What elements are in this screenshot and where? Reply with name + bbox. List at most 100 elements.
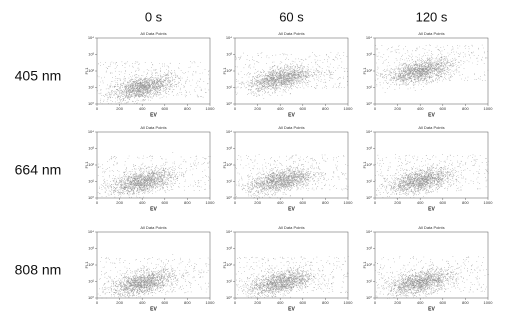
y-tick-label: 10¹ [226, 85, 232, 90]
plot-frame [234, 231, 349, 299]
y-tick-label: 10⁴ [366, 35, 372, 40]
y-tick-label: 10⁴ [226, 129, 232, 134]
x-tick-label: 1000 [206, 200, 216, 205]
x-tick-label: 1000 [344, 106, 354, 111]
x-tick-label: 200 [394, 200, 401, 205]
scatter-panel: All Data Points EV FL1 0 200 400 600 800 1000 10⁰… [362, 225, 493, 312]
y-tick-label: 10⁴ [366, 229, 372, 234]
x-tick-label: 200 [394, 106, 401, 111]
x-tick-label: 200 [394, 300, 401, 305]
x-tick-label: 800 [184, 106, 191, 111]
x-tick-label: 400 [277, 300, 284, 305]
point-cloud [97, 254, 211, 299]
point-cloud [375, 44, 489, 93]
y-tick-label: 10³ [366, 52, 372, 57]
x-tick-label: 600 [161, 106, 168, 111]
y-tick-label: 10⁰ [226, 101, 232, 106]
x-tick-label: 800 [462, 200, 469, 205]
y-tick-label: 10⁰ [366, 101, 372, 106]
scatter-panel: All Data Points EV FL1 0 200 400 600 800 1000 10⁰… [84, 31, 215, 118]
plot-frame [96, 231, 211, 299]
point-cloud [375, 256, 489, 299]
y-tick-label: 10¹ [88, 179, 94, 184]
column-header: 120 s [416, 9, 448, 24]
column-header: 0 s [145, 9, 163, 24]
panel-title: All Data Points [140, 225, 166, 230]
y-tick-label: 10² [366, 162, 372, 167]
x-tick-label: 400 [417, 300, 424, 305]
scatter-panel: All Data Points EV FL1 0 200 400 600 800 1000 10⁰… [84, 225, 215, 312]
scatter-panel: All Data Points EV FL1 0 200 400 600 800 1000 10⁰… [222, 125, 353, 212]
x-axis-label: EV [150, 206, 157, 212]
x-tick-label: 800 [184, 300, 191, 305]
x-tick-label: 600 [439, 200, 446, 205]
y-tick-label: 10⁰ [366, 295, 372, 300]
y-tick-label: 10³ [88, 246, 94, 251]
x-tick-label: 400 [277, 200, 284, 205]
x-tick-label: 1000 [344, 300, 354, 305]
y-tick-label: 10¹ [366, 85, 372, 90]
x-tick-label: 200 [254, 106, 261, 111]
x-tick-label: 1000 [206, 300, 216, 305]
x-tick-label: 600 [439, 300, 446, 305]
y-tick-label: 10² [226, 68, 232, 73]
x-tick-label: 400 [417, 200, 424, 205]
x-tick-label: 200 [116, 106, 123, 111]
row-label: 808 nm [15, 262, 62, 278]
y-axis-label: FL1 [222, 261, 227, 269]
y-tick-label: 10⁴ [366, 129, 372, 134]
panel-title: All Data Points [278, 31, 304, 36]
x-tick-label: 200 [254, 300, 261, 305]
x-tick-label: 600 [161, 200, 168, 205]
y-tick-label: 10⁰ [88, 101, 94, 106]
plot-frame [374, 231, 489, 299]
y-tick-label: 10⁴ [226, 35, 232, 40]
x-axis-label: EV [150, 306, 157, 312]
scatter-panel: All Data Points EV FL1 0 200 400 600 800 1000 10⁰… [84, 125, 215, 212]
x-tick-label: 800 [184, 200, 191, 205]
x-tick-label: 1000 [206, 106, 216, 111]
x-tick-label: 600 [439, 106, 446, 111]
point-cloud [375, 154, 489, 199]
x-tick-label: 1000 [484, 106, 494, 111]
y-tick-label: 10⁴ [226, 229, 232, 234]
x-axis-label: EV [428, 306, 435, 312]
y-tick-label: 10⁰ [226, 195, 232, 200]
y-axis-label: FL1 [222, 67, 227, 75]
y-tick-label: 10² [88, 262, 94, 267]
y-tick-label: 10² [226, 262, 232, 267]
panel-title: All Data Points [418, 31, 444, 36]
x-tick-label: 1000 [484, 200, 494, 205]
scatter-panel: All Data Points EV FL1 0 200 400 600 800 1000 10⁰… [362, 31, 493, 118]
plot-frame [374, 37, 489, 105]
y-tick-label: 10⁰ [88, 195, 94, 200]
y-axis-label: FL1 [84, 261, 89, 269]
x-tick-label: 1000 [484, 300, 494, 305]
y-axis-label: FL1 [362, 67, 367, 75]
plot-frame [374, 131, 489, 199]
x-tick-label: 800 [462, 300, 469, 305]
x-tick-label: 0 [96, 106, 99, 111]
x-tick-label: 600 [161, 300, 168, 305]
y-tick-label: 10³ [88, 52, 94, 57]
y-tick-label: 10² [226, 162, 232, 167]
x-tick-label: 600 [299, 106, 306, 111]
x-tick-label: 400 [277, 106, 284, 111]
y-tick-label: 10³ [226, 52, 232, 57]
x-tick-label: 1000 [344, 200, 354, 205]
y-axis-label: FL1 [84, 161, 89, 169]
y-tick-label: 10⁰ [88, 295, 94, 300]
y-tick-label: 10⁴ [88, 35, 94, 40]
y-tick-label: 10¹ [226, 179, 232, 184]
x-tick-label: 200 [254, 200, 261, 205]
scatter-panel: All Data Points EV FL1 0 200 400 600 800 1000 10⁰… [362, 125, 493, 212]
y-tick-label: 10⁴ [88, 229, 94, 234]
panel-title: All Data Points [278, 225, 304, 230]
x-tick-label: 600 [299, 200, 306, 205]
y-axis-label: FL1 [222, 161, 227, 169]
x-tick-label: 800 [462, 106, 469, 111]
y-tick-label: 10² [88, 162, 94, 167]
panel-title: All Data Points [278, 125, 304, 130]
x-axis-label: EV [150, 112, 157, 118]
x-tick-label: 0 [374, 200, 377, 205]
